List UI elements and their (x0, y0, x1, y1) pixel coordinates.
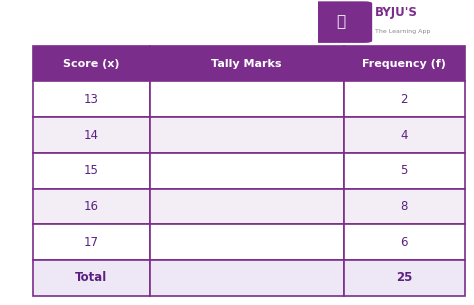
Text: 8: 8 (401, 200, 408, 213)
Text: 4: 4 (401, 129, 408, 142)
Text: 25: 25 (396, 271, 412, 285)
Text: 15: 15 (84, 164, 99, 177)
Text: Frequency (f): Frequency (f) (362, 59, 446, 69)
Text: The Learning App: The Learning App (375, 29, 430, 34)
Text: 6: 6 (401, 236, 408, 249)
Text: Tally Marks: Tally Marks (211, 59, 282, 69)
Text: 14: 14 (84, 129, 99, 142)
Text: 16: 16 (84, 200, 99, 213)
Text: Total: Total (75, 271, 108, 285)
Text: Ⓑ: Ⓑ (337, 14, 346, 29)
FancyBboxPatch shape (311, 1, 372, 43)
Text: BYJU'S: BYJU'S (375, 6, 418, 19)
Text: 2: 2 (401, 93, 408, 106)
Text: Score (x): Score (x) (63, 59, 119, 69)
Text: 5: 5 (401, 164, 408, 177)
Text: 17: 17 (84, 236, 99, 249)
Text: 13: 13 (84, 93, 99, 106)
